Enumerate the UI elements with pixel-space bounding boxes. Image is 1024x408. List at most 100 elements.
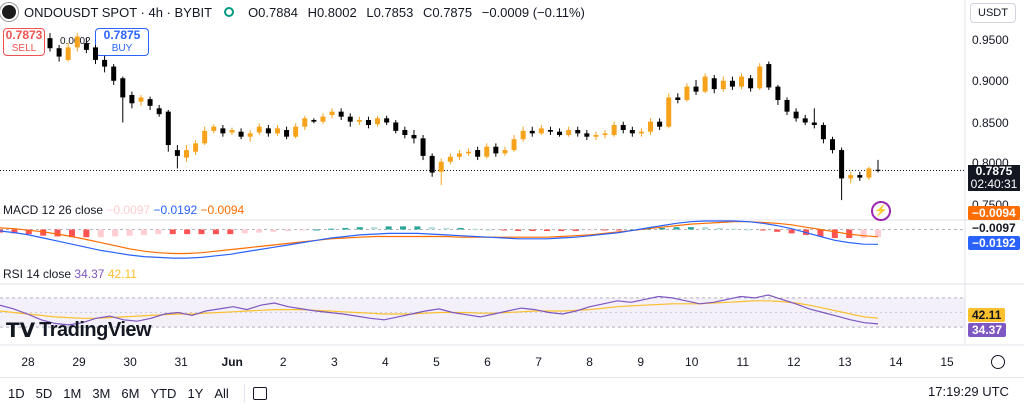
time-tick: 2 [279,355,287,369]
candle-body [648,121,654,132]
candle-body [830,139,836,151]
timeframe-ytd[interactable]: YTD [150,385,177,401]
rsi-ma-tag: 42.11 [968,308,1006,322]
candle-body [675,97,681,100]
macd-histogram-bar [558,229,565,232]
macd-histogram-bar [299,229,306,231]
macd-title[interactable]: MACD 12 26 close [3,203,104,217]
rsi-ma-line [0,300,879,319]
time-tick: 5 [433,355,440,369]
candle-body [493,146,499,154]
candle-body [356,120,362,122]
candle-body [866,168,872,178]
macd-histogram-bar [428,227,435,230]
candle-body [475,150,481,157]
tradingview-wordmark: TradingView [39,319,152,341]
time-tick: 12 [787,355,801,369]
macd-histogram-bar [831,229,838,238]
sell-price: 0.7873 [5,28,43,42]
candle-body [693,86,699,92]
macd-histogram-bar [83,229,90,238]
macd-histogram-bar [25,229,32,235]
macd-histogram-bar [443,227,450,230]
last-price-tag: 0.7875 02:40:31 [968,165,1020,191]
time-tick: 7 [535,355,542,369]
timeframe-6m[interactable]: 6M [121,385,140,401]
utc-clock[interactable]: 17:19:29 UTC [928,384,1009,399]
macd-histogram-bar [284,229,291,232]
candle-body [247,133,253,137]
macd-histogram-bar [11,229,18,234]
market-status-icon[interactable] [224,7,235,17]
timeframe-toolbar: 1D 5D 1M 3M 6M YTD 1Y All [8,384,267,402]
timeframe-5d[interactable]: 5D [35,385,53,401]
candle-body [593,135,599,137]
candle-body [92,47,98,60]
sell-label: SELL [11,43,37,54]
candle-body [147,99,153,106]
price-tick: 0.8500 [972,116,1009,130]
currency-button[interactable]: USDT [970,3,1016,23]
buy-button[interactable]: 0.7875 BUY [95,28,149,56]
macd-histogram-bar [371,227,378,230]
candle-body [748,78,754,89]
timeframe-1d[interactable]: 1D [8,385,25,401]
lightning-icon[interactable]: ⚡ [871,201,891,221]
time-tick: 3 [330,355,338,369]
timeframe-3m[interactable]: 3M [92,385,111,401]
candle-body [320,116,326,122]
rsi-title[interactable]: RSI 14 close [3,267,72,281]
candle-body [638,131,644,134]
candle-body [229,130,235,133]
candle-body [557,131,563,136]
candle-body [420,138,426,156]
candle-body [47,38,53,49]
tradingview-logo[interactable]: 𝗧𝗩 TradingView [6,318,152,343]
candle-body [848,175,854,179]
candle-body [329,111,335,115]
timeframe-1y[interactable]: 1Y [187,385,204,401]
candle-body [875,169,881,171]
candle-body [183,150,189,158]
sell-button[interactable]: 0.7873 SELL [3,28,45,56]
candle-body [65,47,71,60]
macd-line-tag: −0.0192 [968,236,1020,250]
calendar-icon[interactable] [252,386,267,400]
candle-body [802,118,808,123]
time-tick: 10 [685,355,699,369]
macd-histogram-bar [97,229,104,238]
axis-settings-icon[interactable] [991,355,1005,369]
macd-signal-line [0,221,879,255]
macd-histogram-bar [68,229,75,238]
rsi-value: 34.37 [74,267,105,281]
macd-histogram-bar [400,226,407,230]
rsi-tag: 34.37 [968,323,1007,337]
timeframe-1m[interactable]: 1M [63,385,82,401]
time-tick: 13 [838,355,852,369]
candle-body [839,150,845,179]
candle-body [729,80,735,87]
candle-body [384,118,390,123]
macd-histogram-bar [414,226,421,230]
symbol-title[interactable]: ONDOUSDT SPOT · 4h · BYBIT [24,4,213,20]
macd-histogram-bar [342,227,349,230]
divider [243,384,245,402]
macd-histogram-bar [615,229,622,231]
candle-body [739,76,745,87]
macd-histogram-bar [184,229,191,235]
candle-body [120,78,126,98]
macd-histogram-bar [313,229,320,231]
candle-body [520,130,526,140]
timeframe-all[interactable]: All [214,385,229,401]
candle-body [484,146,490,157]
candle-body [193,143,199,152]
candle-body [502,150,508,154]
candle-body [775,86,781,100]
macd-histogram-bar [702,227,709,230]
time-tick: 9 [637,355,644,369]
candle-body [302,118,308,127]
candle-body [629,130,635,134]
ohlc-values: O0.7884 H0.8002 L0.7853 C0.7875 −0.0009 … [248,5,591,20]
price-tick: 0.9500 [972,33,1009,47]
